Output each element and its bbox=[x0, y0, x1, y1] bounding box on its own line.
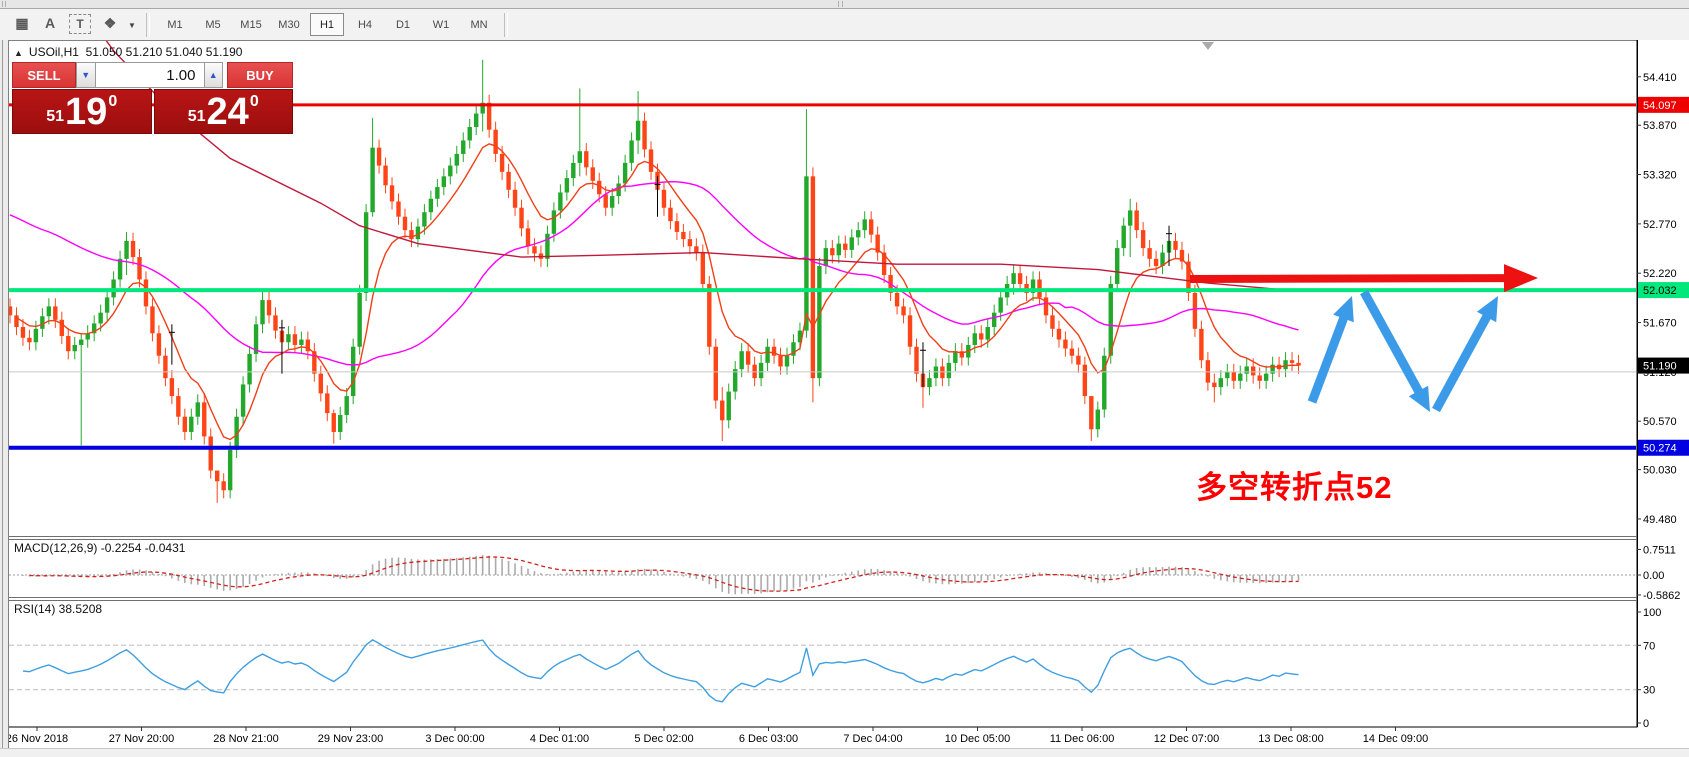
svg-text:11 Dec 06:00: 11 Dec 06:00 bbox=[1050, 733, 1115, 745]
text-label-icon[interactable]: T bbox=[69, 14, 91, 35]
price-axis[interactable]: 54.410 53.870 53.320 52.770 52.220 51.670 51.1… bbox=[1637, 40, 1680, 730]
svg-text:28 Nov 21:00: 28 Nov 21:00 bbox=[213, 733, 278, 745]
svg-text:30: 30 bbox=[1643, 685, 1655, 697]
timeframe-button-M15[interactable]: M15 bbox=[240, 18, 262, 31]
svg-text:6 Dec 03:00: 6 Dec 03:00 bbox=[739, 733, 798, 745]
ohlc-values: 51.050 51.210 51.040 51.190 bbox=[85, 45, 243, 59]
timeframe-button-H4[interactable]: H4 bbox=[357, 18, 373, 31]
buy-price-display[interactable]: 51 24 0 bbox=[153, 89, 293, 134]
macd-indicator bbox=[9, 555, 1636, 595]
timeframe-button-H1[interactable]: H1 bbox=[310, 13, 344, 36]
symbol-title: USOil,H1 bbox=[28, 45, 79, 59]
main-toolbar: ▦ A T ❖ ▼ M1 M5 M15 M30 H1 H4 D1 W1 MN bbox=[0, 9, 1689, 41]
toolbar-separator bbox=[146, 12, 150, 37]
timeframe-button-M30[interactable]: M30 bbox=[278, 18, 300, 31]
chart-window-icon[interactable]: ▦ bbox=[15, 15, 29, 32]
volume-input[interactable] bbox=[95, 62, 204, 88]
svg-text:27 Nov 20:00: 27 Nov 20:00 bbox=[109, 733, 174, 745]
window-left-edge bbox=[0, 40, 9, 756]
window-bottom-edge bbox=[0, 748, 1689, 757]
buy-button[interactable]: BUY bbox=[227, 62, 293, 88]
timeframe-button-D1[interactable]: D1 bbox=[395, 18, 411, 31]
rsi-indicator bbox=[9, 638, 1636, 703]
sell-button[interactable]: SELL bbox=[12, 62, 76, 88]
chart-symbol-header: ▲ USOil,H1 51.050 51.210 51.040 51.190 bbox=[14, 45, 242, 59]
timeframe-button-W1[interactable]: W1 bbox=[432, 18, 450, 31]
svg-text:50.570: 50.570 bbox=[1643, 416, 1677, 428]
macd-signal-line bbox=[29, 556, 1299, 592]
one-click-trading-panel: SELL ▼ ▲ BUY 51 19 0 51 24 0 bbox=[12, 62, 293, 134]
svg-text:12 Dec 07:00: 12 Dec 07:00 bbox=[1154, 733, 1219, 745]
svg-text:54.410: 54.410 bbox=[1643, 72, 1677, 84]
buy-price-main: 24 bbox=[206, 90, 249, 133]
caret-down-icon: ▼ bbox=[81, 70, 91, 80]
svg-text:100: 100 bbox=[1643, 607, 1661, 619]
buy-price-prefix: 51 bbox=[187, 108, 206, 125]
rsi-line bbox=[22, 638, 1299, 703]
buy-price-pip: 0 bbox=[249, 93, 259, 110]
crosshair-marks bbox=[168, 176, 1173, 388]
svg-text:51.190: 51.190 bbox=[1643, 361, 1677, 373]
svg-text:49.480: 49.480 bbox=[1643, 514, 1677, 526]
sell-price-main: 19 bbox=[65, 90, 108, 133]
svg-text:7 Dec 04:00: 7 Dec 04:00 bbox=[843, 733, 902, 745]
chart-area[interactable]: 54.410 53.870 53.320 52.770 52.220 51.670 51.1… bbox=[0, 40, 1689, 756]
svg-text:4 Dec 01:00: 4 Dec 01:00 bbox=[530, 733, 589, 745]
ma-fast-line bbox=[16, 143, 1299, 441]
caret-up-icon: ▲ bbox=[208, 70, 218, 80]
timeframe-button-M5[interactable]: M5 bbox=[205, 18, 221, 31]
font-a-icon[interactable]: A bbox=[44, 15, 56, 32]
sell-price-pip: 0 bbox=[108, 93, 118, 110]
price-axis-badges: 54.097 52.032 51.190 50.274 bbox=[1638, 96, 1689, 456]
timeframe-button-M1[interactable]: M1 bbox=[167, 18, 183, 31]
svg-text:0.00: 0.00 bbox=[1643, 570, 1664, 582]
svg-text:10 Dec 05:00: 10 Dec 05:00 bbox=[945, 733, 1010, 745]
volume-increase-button[interactable]: ▲ bbox=[203, 62, 223, 88]
svg-text:50.274: 50.274 bbox=[1643, 443, 1677, 455]
svg-text:29 Nov 23:00: 29 Nov 23:00 bbox=[318, 733, 383, 745]
rsi-indicator-label: RSI(14) 38.5208 bbox=[14, 602, 103, 616]
time-axis[interactable]: 26 Nov 2018 27 Nov 20:00 28 Nov 21:00 29 No… bbox=[6, 727, 1428, 745]
objects-arrange-icon[interactable]: ❖ bbox=[103, 15, 117, 32]
svg-text:54.097: 54.097 bbox=[1643, 100, 1677, 112]
svg-text:-0.5862: -0.5862 bbox=[1643, 590, 1680, 602]
svg-text:0: 0 bbox=[1643, 718, 1649, 730]
timeframe-button-MN[interactable]: MN bbox=[470, 18, 488, 31]
svg-text:52.032: 52.032 bbox=[1643, 285, 1677, 297]
annotation-text[interactable]: 多空转折点52 bbox=[1196, 470, 1393, 505]
ma-medium-line bbox=[9, 180, 1299, 366]
svg-text:0.7511: 0.7511 bbox=[1643, 544, 1676, 556]
volume-decrease-button[interactable]: ▼ bbox=[76, 62, 96, 88]
annotation-arrows bbox=[1189, 264, 1538, 413]
svg-text:3 Dec 00:00: 3 Dec 00:00 bbox=[425, 733, 484, 745]
svg-text:14 Dec 09:00: 14 Dec 09:00 bbox=[1363, 733, 1428, 745]
toolbar-separator bbox=[504, 12, 508, 37]
svg-text:53.870: 53.870 bbox=[1643, 120, 1677, 132]
svg-text:53.320: 53.320 bbox=[1643, 170, 1677, 182]
svg-text:5 Dec 02:00: 5 Dec 02:00 bbox=[634, 733, 693, 745]
chart-border bbox=[7, 40, 1638, 728]
svg-text:52.220: 52.220 bbox=[1643, 268, 1677, 280]
chart-shift-marker bbox=[1202, 42, 1214, 50]
dropdown-caret-icon[interactable]: ▼ bbox=[128, 21, 136, 31]
price-chart-canvas[interactable]: 54.410 53.870 53.320 52.770 52.220 51.670 51.1… bbox=[0, 40, 1689, 756]
svg-text:50.030: 50.030 bbox=[1643, 465, 1677, 477]
sell-price-prefix: 51 bbox=[46, 108, 65, 125]
svg-text:52.770: 52.770 bbox=[1643, 219, 1677, 231]
svg-text:51.670: 51.670 bbox=[1643, 318, 1677, 330]
window-top-edge bbox=[0, 0, 1689, 9]
svg-text:26 Nov 2018: 26 Nov 2018 bbox=[6, 733, 68, 745]
svg-text:70: 70 bbox=[1643, 640, 1655, 652]
sell-price-display[interactable]: 51 19 0 bbox=[12, 89, 152, 134]
macd-indicator-label: MACD(12,26,9) -0.2254 -0.0431 bbox=[14, 541, 186, 555]
collapse-arrow-icon[interactable]: ▲ bbox=[14, 48, 23, 58]
svg-text:13 Dec 08:00: 13 Dec 08:00 bbox=[1258, 733, 1323, 745]
